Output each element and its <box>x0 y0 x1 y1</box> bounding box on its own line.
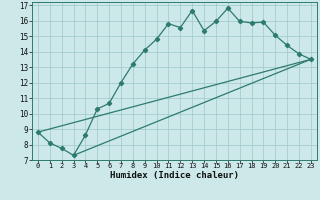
X-axis label: Humidex (Indice chaleur): Humidex (Indice chaleur) <box>110 171 239 180</box>
